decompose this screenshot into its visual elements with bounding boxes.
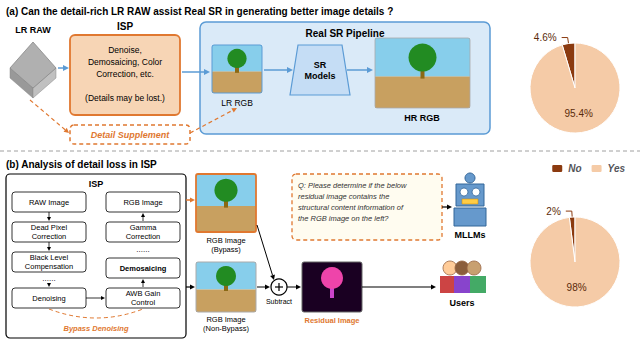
svg-text:the RGB image on the left?: the RGB image on the left? <box>298 214 389 223</box>
svg-text:Demosaicing, Color: Demosaicing, Color <box>88 57 162 67</box>
svg-text:Residual Image: Residual Image <box>304 316 359 325</box>
svg-text:Denoising: Denoising <box>32 294 65 303</box>
svg-text:LR RAW: LR RAW <box>15 25 51 35</box>
svg-text:Models: Models <box>304 71 335 81</box>
svg-text:Real SR Pipeline: Real SR Pipeline <box>306 28 385 39</box>
svg-text:(Bypass): (Bypass) <box>211 245 241 254</box>
svg-text:RGB Image: RGB Image <box>206 236 245 245</box>
svg-text:......: ...... <box>42 274 55 283</box>
svg-text:Control: Control <box>131 298 156 307</box>
svg-text:SR: SR <box>314 60 327 70</box>
svg-text:......: ...... <box>136 245 149 254</box>
svg-text:ISP: ISP <box>89 179 104 189</box>
svg-text:Correction, etc.: Correction, etc. <box>96 69 154 79</box>
svg-text:2%: 2% <box>546 206 561 217</box>
svg-text:structural content information: structural content information of <box>298 203 404 212</box>
svg-text:residual image contains the: residual image contains the <box>298 192 389 201</box>
svg-text:ISP: ISP <box>117 21 133 32</box>
svg-text:MLLMs: MLLMs <box>455 230 486 240</box>
svg-text:Dead Pixel: Dead Pixel <box>31 223 68 232</box>
svg-text:AWB Gain: AWB Gain <box>126 289 161 298</box>
svg-text:Correction: Correction <box>126 232 161 241</box>
svg-text:HR RGB: HR RGB <box>404 113 440 123</box>
svg-text:Correction: Correction <box>32 232 67 241</box>
svg-text:Bypass Denoising: Bypass Denoising <box>63 324 128 333</box>
svg-text:RGB Image: RGB Image <box>123 198 162 207</box>
svg-text:RGB Image: RGB Image <box>206 315 245 324</box>
svg-text:Compensation: Compensation <box>25 262 73 271</box>
svg-text:Users: Users <box>449 298 474 308</box>
svg-text:RAW Image: RAW Image <box>29 198 69 207</box>
svg-text:(Details may be lost.): (Details may be lost.) <box>85 93 165 103</box>
svg-text:(a) Can the detail-rich LR RAW: (a) Can the detail-rich LR RAW assist Re… <box>6 6 393 17</box>
svg-text:95.4%: 95.4% <box>564 108 592 119</box>
svg-text:98%: 98% <box>567 282 587 293</box>
svg-text:(Non-Bypass): (Non-Bypass) <box>203 324 249 333</box>
svg-text:(b) Analysis of detail loss in: (b) Analysis of detail loss in ISP <box>6 159 157 170</box>
svg-text:Yes: Yes <box>608 163 626 174</box>
svg-text:No: No <box>568 163 581 174</box>
svg-text:Detail Supplement: Detail Supplement <box>91 130 171 140</box>
svg-text:Demosaicing: Demosaicing <box>120 264 167 273</box>
svg-text:Black Level: Black Level <box>30 253 69 262</box>
svg-text:Denoise,: Denoise, <box>108 45 142 55</box>
svg-text:Q: Please determine if the bel: Q: Please determine if the below <box>298 181 407 190</box>
svg-text:4.6%: 4.6% <box>534 32 557 43</box>
svg-text:Gamma: Gamma <box>130 223 158 232</box>
svg-text:LR RGB: LR RGB <box>221 98 253 108</box>
svg-text:Subtract: Subtract <box>266 298 292 305</box>
